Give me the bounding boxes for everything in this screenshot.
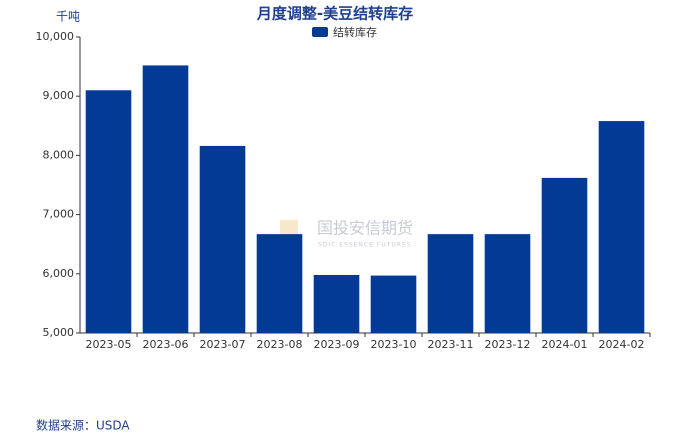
bar [541,177,588,333]
y-tick-label: 7,000 [43,208,75,221]
bar [256,234,303,333]
bar [427,234,474,333]
watermark: 国投安信期货 [317,219,413,238]
watermark-logo [280,220,298,238]
x-tick-label: 2023-06 [143,338,189,351]
y-tick-label: 8,000 [43,148,75,161]
x-tick-label: 2023-05 [86,338,132,351]
y-tick-label: 6,000 [43,267,75,280]
x-tick-label: 2023-11 [428,338,474,351]
y-tick-label: 9,000 [43,89,75,102]
x-tick-label: 2024-02 [599,338,645,351]
x-tick-label: 2023-07 [200,338,246,351]
bar [370,275,417,333]
y-tick-label: 5,000 [43,326,75,339]
bar [85,90,132,333]
bar [142,65,189,333]
x-tick-label: 2023-09 [314,338,360,351]
legend-swatch [312,27,328,37]
bar [313,274,360,333]
bar [484,234,531,333]
x-tick-label: 2023-08 [257,338,303,351]
bar [199,145,246,333]
x-tick-label: 2023-12 [485,338,531,351]
bar [598,121,645,334]
watermark-sub: SDIC ESSENCE FUTURES [318,242,412,249]
y-axis-unit: 千吨 [56,10,80,24]
x-tick-label: 2024-01 [542,338,588,351]
x-tick-label: 2023-10 [371,338,417,351]
chart-title: 月度调整-美豆结转库存 [256,5,413,23]
y-tick-label: 10,000 [36,30,75,43]
source-note: 数据来源：USDA [36,418,130,433]
legend-label: 结转库存 [333,25,377,39]
